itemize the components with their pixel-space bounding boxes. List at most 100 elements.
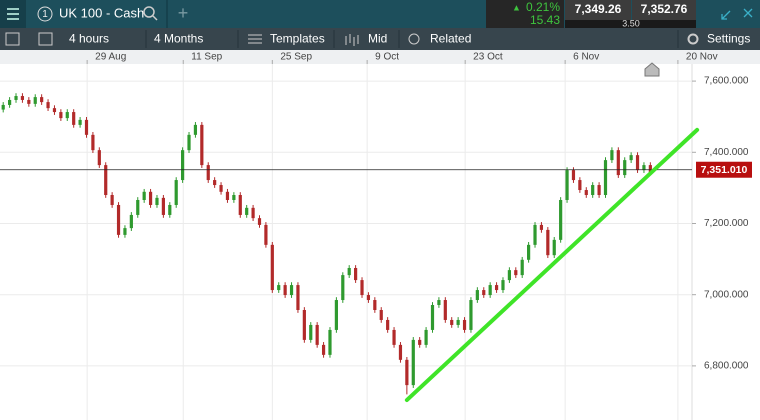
candle-body <box>129 214 133 229</box>
candle-body <box>642 165 646 171</box>
change-panel <box>486 0 564 28</box>
candle-body <box>469 300 473 330</box>
candle-body <box>366 295 371 301</box>
tab-number: 1 <box>42 9 48 20</box>
candle-body <box>91 134 95 151</box>
candle-body <box>213 180 217 186</box>
candle-body <box>347 267 351 276</box>
candle-body <box>411 339 415 386</box>
scroll-marker[interactable] <box>644 62 660 77</box>
candle-body <box>302 309 306 340</box>
current-price-box <box>696 161 752 178</box>
candle-body <box>610 150 614 161</box>
candle-body <box>527 244 531 260</box>
candle-body <box>386 319 390 330</box>
add-tab[interactable]: + <box>178 3 189 23</box>
candle-body <box>289 285 294 296</box>
window-icons[interactable] <box>721 8 753 20</box>
candle-body <box>501 280 505 291</box>
candle-body <box>181 150 185 181</box>
candle-body <box>488 285 492 296</box>
candle-body <box>251 207 255 219</box>
x-tick-label: 29 Aug <box>95 52 126 63</box>
candle-body <box>539 224 544 230</box>
candle-body <box>200 124 204 166</box>
menu-icon <box>7 8 19 20</box>
search-icon[interactable] <box>143 6 155 18</box>
buy-button[interactable] <box>632 0 696 20</box>
x-tick-label: 9 Oct <box>375 52 399 63</box>
candle-body <box>168 204 172 215</box>
candle-body <box>33 97 37 104</box>
related-button[interactable]: Related <box>430 32 471 46</box>
candle-body <box>475 290 479 301</box>
candle-body <box>277 285 281 291</box>
layout-icon[interactable] <box>38 32 53 46</box>
candle-body <box>1 104 5 110</box>
candle-body <box>514 270 518 276</box>
candle-body <box>161 197 165 215</box>
candle-body <box>84 119 89 135</box>
candle-body <box>559 199 563 240</box>
candle-body <box>46 102 50 109</box>
candle-body <box>462 319 467 330</box>
current-price-label: 7,351.010 <box>701 164 748 176</box>
candle-body <box>379 309 383 320</box>
candle-body <box>437 300 441 306</box>
plot-area: 29 Aug 11 Sep 25 Sep 9 Oct 23 Oct 6 Nov 20 Nov… <box>0 52 752 420</box>
candle-body <box>283 285 287 296</box>
sell-price[interactable]: 7,349.26 <box>575 2 622 16</box>
spread: 3.50 <box>622 18 640 28</box>
candle-body <box>257 218 262 225</box>
interval-button[interactable]: 4 hours <box>69 32 109 46</box>
candle-body <box>232 195 236 200</box>
candle-body <box>193 124 198 135</box>
candle-body <box>321 344 326 355</box>
candle-body <box>341 275 345 301</box>
related-icon <box>408 33 420 45</box>
candle-body <box>565 170 569 200</box>
range-button[interactable]: 4 Months <box>154 32 203 46</box>
change-percent: 0.21% <box>526 0 560 14</box>
candle-body <box>392 329 396 345</box>
x-tick-label: 20 Nov <box>686 52 718 63</box>
candle-body <box>334 300 338 330</box>
candle-body <box>238 195 242 215</box>
candle-body <box>629 155 633 161</box>
candle-body <box>623 160 627 176</box>
panel-icon[interactable] <box>5 32 20 46</box>
candle-body <box>328 329 332 355</box>
candle-body <box>398 344 403 360</box>
sell-button[interactable] <box>565 0 631 20</box>
candle-body <box>571 170 576 181</box>
y-tick-label: 7,400.000 <box>704 147 749 158</box>
candle-body <box>373 300 377 310</box>
candle-body <box>110 195 114 205</box>
price-mode-button[interactable]: Mid <box>368 32 387 46</box>
candle-body <box>405 359 409 386</box>
spread-strip <box>565 20 696 28</box>
y-tick-label: 6,800.000 <box>704 361 749 372</box>
candle-body <box>27 99 31 104</box>
buy-price[interactable]: 7,352.76 <box>641 2 688 16</box>
candle-body <box>52 108 57 113</box>
candle-body <box>430 305 435 330</box>
candle-body <box>40 97 44 103</box>
candle-body <box>59 112 63 119</box>
candle-body <box>148 191 153 205</box>
settings-button[interactable]: Settings <box>707 32 750 46</box>
candle-body <box>603 160 608 196</box>
tab-badge <box>37 6 53 22</box>
templates-button[interactable]: Templates <box>270 32 325 46</box>
date-axis-band <box>0 50 760 64</box>
candle-body <box>142 191 146 200</box>
candle-body <box>584 190 588 196</box>
candle-body <box>136 199 140 215</box>
candle-body <box>123 228 127 235</box>
candle-body <box>520 259 524 276</box>
price-mode-icon <box>345 34 359 46</box>
instrument-name[interactable]: UK 100 - Cash <box>59 5 144 20</box>
candle-body <box>552 239 556 256</box>
candle-body <box>245 207 249 215</box>
